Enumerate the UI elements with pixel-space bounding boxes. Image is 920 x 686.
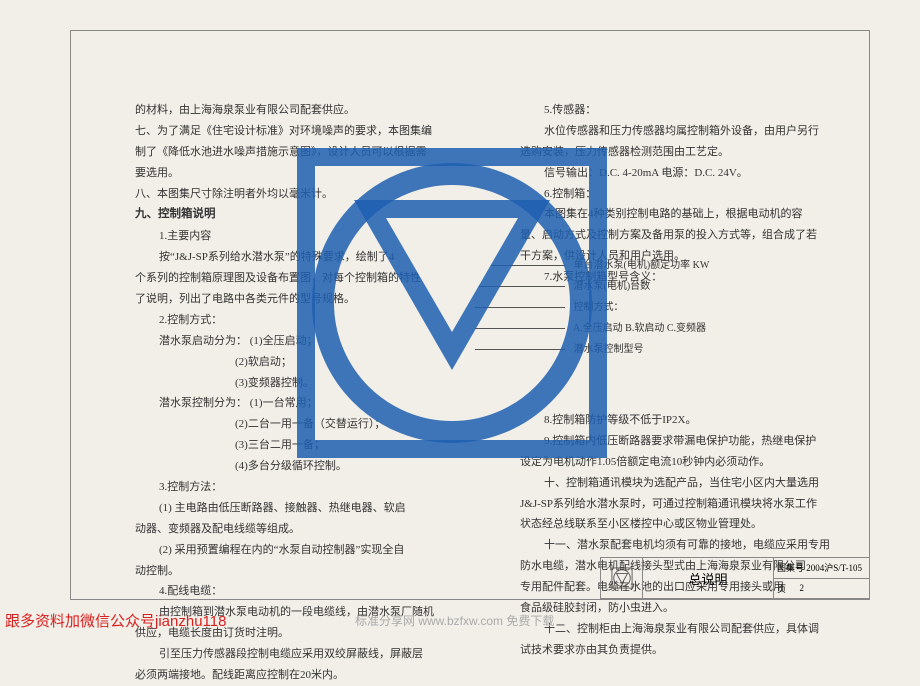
right-column-lower: 8.控制箱防护等级不低于IP2X。9.控制箱内低压断路器要求带漏电保护功能，热继…	[520, 410, 850, 661]
legend-line: A.全压启动 B.软启动 C.变频器	[475, 318, 709, 339]
text-line: 动器、变频器及配电线缆等组成。	[135, 519, 495, 540]
code-label: 图集号	[777, 561, 804, 574]
text-line: 的材料，由上海海泉泵业有限公司配套供应。	[135, 100, 495, 121]
text-line: (2) 采用预置编程在内的“水泵自动控制器”实现全自	[135, 540, 495, 561]
text-line: 食品级硅胶封闭，防小虫进入。	[520, 598, 850, 619]
text-line: 选购安装，压力传感器检测范围由工艺定。	[520, 142, 850, 163]
page-label: 页	[777, 582, 786, 595]
text-line: 十一、潜水泵配套电机均须有可靠的接地，电缆应采用专用	[520, 535, 850, 556]
legend-line: 潜水泵(电机)台数	[475, 276, 709, 297]
text-line: 潜水泵启动分为： (1)全压启动；	[135, 331, 495, 352]
text-line: 9.控制箱内低压断路器要求带漏电保护功能，热继电保护	[520, 431, 850, 452]
text-line: 动控制。	[135, 561, 495, 582]
text-line: 设定为电机动作1.05倍额定电流10秒钟内必须动作。	[520, 452, 850, 473]
left-column: 的材料，由上海海泉泵业有限公司配套供应。七、为了满足《住宅设计标准》对环境噪声的…	[135, 100, 495, 686]
text-line: 4.配线电缆：	[135, 581, 495, 602]
text-line: 状态经总线联系至小区楼控中心或区物业管理处。	[520, 514, 850, 535]
type-legend: 单台潜水泵(电机)额定功率 KW 潜水泵(电机)台数 控制方式： A.全压启动 …	[475, 255, 709, 360]
text-line: (3)变频器控制。	[135, 373, 495, 394]
text-line: 制了《降低水池进水噪声措施示意图》，设计人员可以根据需	[135, 142, 495, 163]
text-line: 按“J&J-SP系列给水潜水泵”的特殊要求，绘制了4	[135, 247, 495, 268]
text-line: 3.控制方法：	[135, 477, 495, 498]
text-line: 本图集在4种类别控制电路的基础上，根据电动机的容	[520, 204, 850, 225]
text-line: 6.控制箱：	[520, 184, 850, 205]
text-line: 十、控制箱通讯模块为选配产品，当住宅小区内大量选用	[520, 473, 850, 494]
text-line: (1) 主电路由低压断路器、接触器、热继电器、软启	[135, 498, 495, 519]
text-line: (2)软启动；	[135, 352, 495, 373]
text-line: 了说明，列出了电路中各类元件的型号规格。	[135, 289, 495, 310]
code-value: 2004沪S/T-105	[806, 561, 862, 574]
text-line: 2.控制方式：	[135, 310, 495, 331]
footer-gray-text: 标准分享网 www.bzfxw.com 免费下载	[355, 612, 554, 629]
text-line: J&J-SP系列给水潜水泵时，可通过控制箱通讯模块将水泵工作	[520, 494, 850, 515]
text-line: 信号输出：D.C. 4-20mA 电源：D.C. 24V。	[520, 163, 850, 184]
text-line: (4)多台分级循环控制。	[135, 456, 495, 477]
text-line: 引至压力传感器段控制电缆应采用双绞屏蔽线，屏蔽层	[135, 644, 495, 665]
title-block-meta: 图集号 2004沪S/T-105 页 2	[774, 558, 869, 598]
text-line: 要选用。	[135, 163, 495, 184]
title-block-icon	[601, 558, 643, 598]
text-line: (3)三台二用一备；	[135, 435, 495, 456]
text-line: 九、控制箱说明	[135, 204, 495, 226]
title-block-page-row: 页 2	[774, 579, 869, 599]
text-line: 十二、控制柜由上海海泉泵业有限公司配套供应，具体调	[520, 619, 850, 640]
text-line: 水位传感器和压力传感器均属控制箱外设备，由用户另行	[520, 121, 850, 142]
text-line: (2)二台一用一备（交替运行）；	[135, 414, 495, 435]
text-line: 七、为了满足《住宅设计标准》对环境噪声的要求，本图集编	[135, 121, 495, 142]
text-line: 试技术要求亦由其负责提供。	[520, 640, 850, 661]
legend-line: 潜水泵控制型号	[475, 339, 709, 360]
text-line: 潜水泵控制分为： (1)一台常用；	[135, 393, 495, 414]
footer-red-text: 跟多资料加微信公众号jianzhu118	[5, 610, 226, 631]
title-block: 总说明 图集号 2004沪S/T-105 页 2	[600, 557, 870, 599]
legend-line: 控制方式：	[475, 297, 709, 318]
page-value: 2	[800, 583, 805, 593]
text-line: 1.主要内容	[135, 226, 495, 247]
title-block-title: 总说明	[643, 558, 774, 598]
legend-line: 单台潜水泵(电机)额定功率 KW	[475, 255, 709, 276]
text-line: 5.传感器：	[520, 100, 850, 121]
text-line: 量、启动方式及控制方案及备用泵的投入方式等，组合成了若	[520, 225, 850, 246]
text-line: 必须两端接地。配线距离应控制在20米内。	[135, 665, 495, 686]
document-content: 的材料，由上海海泉泵业有限公司配套供应。七、为了满足《住宅设计标准》对环境噪声的…	[90, 60, 850, 560]
text-line: 八、本图集尺寸除注明者外均以毫米计。	[135, 184, 495, 205]
text-line: 个系列的控制箱原理图及设备布置图，对每个控制箱的特性作	[135, 268, 495, 289]
text-line: 8.控制箱防护等级不低于IP2X。	[520, 410, 850, 431]
title-block-code-row: 图集号 2004沪S/T-105	[774, 558, 869, 579]
